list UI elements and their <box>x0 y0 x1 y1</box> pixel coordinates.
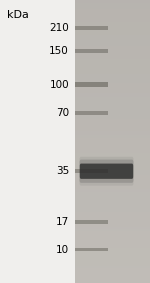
Bar <box>75 49 108 53</box>
Bar <box>75 220 108 224</box>
FancyBboxPatch shape <box>80 157 134 186</box>
FancyBboxPatch shape <box>80 160 134 183</box>
Text: 35: 35 <box>56 166 69 176</box>
Bar <box>75 0 150 283</box>
Text: 17: 17 <box>56 217 69 227</box>
Text: 210: 210 <box>49 23 69 33</box>
Text: 70: 70 <box>56 108 69 118</box>
Bar <box>75 248 108 251</box>
Bar <box>75 26 108 30</box>
Text: 100: 100 <box>49 80 69 90</box>
Text: 150: 150 <box>49 46 69 56</box>
FancyBboxPatch shape <box>80 164 133 179</box>
Bar <box>75 82 108 87</box>
Bar <box>75 111 108 115</box>
Text: 10: 10 <box>56 245 69 255</box>
Text: kDa: kDa <box>8 10 29 20</box>
Bar <box>75 169 108 173</box>
